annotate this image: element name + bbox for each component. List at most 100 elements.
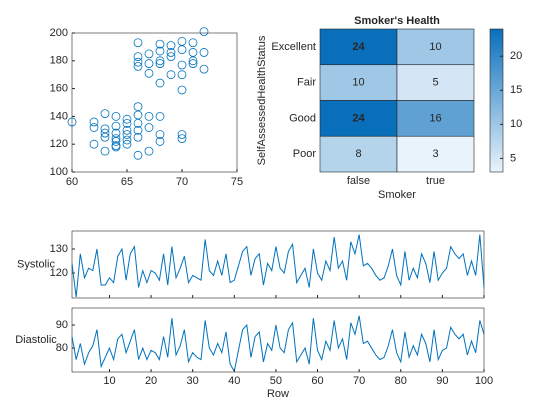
x-tick-label: 90 xyxy=(436,375,448,387)
axes-box xyxy=(71,230,485,299)
point xyxy=(89,139,99,149)
x-tick-label: 10 xyxy=(103,375,115,387)
point xyxy=(100,146,110,156)
title: Smoker's Health xyxy=(354,15,440,27)
point xyxy=(155,59,165,68)
point xyxy=(188,48,198,57)
point xyxy=(144,146,154,156)
point xyxy=(177,85,187,95)
y-tick-label: 90 xyxy=(56,319,68,331)
colorbar-tick-label: 20 xyxy=(510,50,522,62)
cell-label: 8 xyxy=(355,148,361,160)
point xyxy=(122,125,132,135)
x-tick-label: 20 xyxy=(145,375,157,387)
cell-label: 5 xyxy=(432,77,438,89)
x-tick-label: 65 xyxy=(121,176,133,188)
x-tick-label: 60 xyxy=(311,375,323,387)
point xyxy=(177,45,187,55)
y-tick-label: 200 xyxy=(50,27,68,39)
heatmap-cell xyxy=(319,28,398,66)
point xyxy=(166,48,176,57)
point xyxy=(144,49,154,59)
heatmap-cell xyxy=(319,135,398,173)
point xyxy=(122,130,132,139)
y-tick-label: 120 xyxy=(50,267,68,279)
y-category: Good xyxy=(289,112,316,124)
point xyxy=(144,123,154,132)
x-tick-label: 70 xyxy=(353,375,365,387)
cell-label: 24 xyxy=(352,112,365,124)
point xyxy=(100,124,110,134)
x-label: Smoker xyxy=(378,189,416,201)
point xyxy=(133,57,143,67)
point xyxy=(177,70,187,80)
y-tick-label: 100 xyxy=(50,166,68,178)
point xyxy=(122,135,132,145)
x-category: true xyxy=(426,175,445,187)
point xyxy=(67,117,77,127)
heatmap-cell xyxy=(319,100,398,137)
cell-label: 16 xyxy=(429,112,441,124)
x-category: false xyxy=(347,175,370,187)
point xyxy=(155,137,165,146)
point xyxy=(100,109,110,119)
point xyxy=(144,112,154,121)
x-tick-label: 40 xyxy=(228,375,240,387)
point xyxy=(122,118,132,128)
point xyxy=(155,130,165,139)
colorbar xyxy=(489,28,504,173)
point xyxy=(166,70,176,80)
heatmap-cell xyxy=(396,135,475,173)
x-tick-label: 80 xyxy=(395,375,407,387)
cell-label: 10 xyxy=(429,41,441,53)
y-tick-label: 130 xyxy=(50,243,68,255)
series-label: Diastolic xyxy=(15,334,57,346)
x-tick-label: 50 xyxy=(270,375,282,387)
y-tick-label: 80 xyxy=(56,342,68,354)
cell-label: 3 xyxy=(432,148,438,160)
point xyxy=(100,128,110,138)
y-category: Excellent xyxy=(271,41,316,53)
x-tick-label: 100 xyxy=(475,375,493,387)
point xyxy=(133,125,143,135)
series-line xyxy=(71,234,485,298)
point xyxy=(188,59,198,68)
point xyxy=(111,134,121,144)
point xyxy=(199,48,209,57)
point xyxy=(122,139,132,149)
point xyxy=(89,123,99,132)
point xyxy=(133,102,143,112)
x-tick-label: 60 xyxy=(66,176,78,188)
colorbar-tick-label: 10 xyxy=(510,118,522,130)
point xyxy=(144,68,154,78)
point xyxy=(133,38,143,48)
point xyxy=(133,110,143,120)
point xyxy=(166,52,176,62)
series-line xyxy=(71,315,485,373)
heatmap-cell xyxy=(396,100,475,137)
point xyxy=(155,39,165,49)
point xyxy=(111,112,121,121)
point xyxy=(188,38,198,48)
point xyxy=(155,56,165,66)
point xyxy=(199,27,209,37)
y-category: Fair xyxy=(297,77,316,89)
point xyxy=(177,60,187,70)
point xyxy=(188,56,198,66)
point xyxy=(177,130,187,139)
x-label: Row xyxy=(267,388,289,400)
axes-box xyxy=(71,307,485,373)
y-tick-label: 160 xyxy=(50,83,68,95)
cell-label: 24 xyxy=(352,41,365,53)
point xyxy=(133,118,143,128)
point xyxy=(144,59,154,68)
series-label: Systolic xyxy=(17,258,55,270)
axes-box xyxy=(71,32,238,173)
colorbar-tick-label: 15 xyxy=(510,84,522,96)
x-tick-label: 70 xyxy=(176,176,188,188)
point xyxy=(177,134,187,144)
point xyxy=(155,46,165,56)
y-tick-label: 180 xyxy=(50,55,68,67)
point xyxy=(111,128,121,138)
point xyxy=(199,64,209,74)
